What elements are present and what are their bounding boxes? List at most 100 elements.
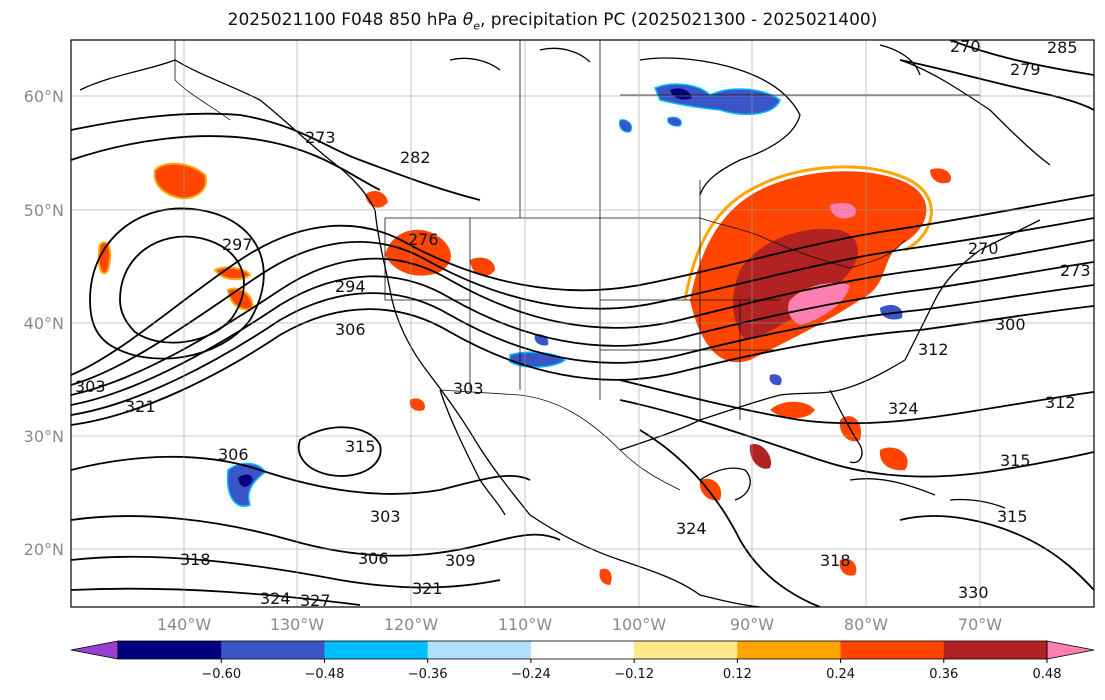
contour-label: 306 (358, 549, 389, 568)
contour-ne (899, 59, 1094, 111)
precip-east-1 (930, 168, 951, 184)
contour-gulf-3 (639, 429, 821, 607)
precip-pink-core (788, 283, 850, 325)
title-prefix: 2025021100 F048 850 hPa (227, 10, 463, 30)
yucatan (699, 467, 751, 501)
map-frame (70, 39, 1095, 608)
contour-label: 324 (260, 589, 291, 608)
lat-label-60: 60°N (24, 87, 64, 106)
precip-caribbean-3 (599, 568, 612, 585)
contour-6 (71, 194, 1094, 376)
colorbar-segment (530, 641, 635, 659)
colorbar-tick-label: 0.24 (826, 667, 855, 682)
contour-pacific-loop-2 (119, 235, 245, 344)
lat-label-30: 30°N (24, 427, 64, 446)
cuba (849, 478, 936, 496)
us-canada-border (385, 217, 906, 269)
precip-negative-small-2 (667, 116, 682, 127)
contour-label: 273 (1060, 261, 1091, 280)
contour-label: 270 (968, 239, 999, 258)
contour-caribbean (899, 515, 1094, 591)
hudson-bay (639, 57, 801, 196)
lon-label-110: 110°W (498, 615, 553, 634)
lat-label-50: 50°N (24, 201, 64, 220)
contour-label: 297 (222, 235, 253, 254)
lon-label-120: 120°W (384, 615, 439, 634)
contour-label: 276 (408, 230, 439, 249)
colorbar-tick-label: 0.36 (929, 667, 958, 682)
us-west-coast (374, 209, 531, 516)
contour-north-1 (71, 112, 481, 201)
contour-labels: 285 270 279 273 282 276 297 294 306 303 … (75, 37, 1091, 610)
contour-south-1 (71, 455, 531, 495)
colorbar-tick-label: 0.48 (1033, 667, 1062, 682)
precip-nw-pacific (153, 162, 207, 200)
precip-negative-gulf (769, 374, 782, 386)
precip-caribbean-4 (839, 558, 857, 576)
colorbar-segment (324, 641, 429, 659)
latitude-labels: 60°N 50°N 40°N 30°N 20°N (24, 87, 64, 559)
mexico-border (439, 389, 681, 491)
mexico-coast (529, 514, 761, 607)
lat-label-20: 20°N (24, 540, 64, 559)
contour-label: 306 (218, 445, 249, 464)
contour-gulf-2 (619, 399, 1094, 478)
colorbar-arrow-low (70, 640, 119, 660)
contour-label: 324 (888, 399, 919, 418)
contour-label: 309 (445, 551, 476, 570)
title-symbol: θ (462, 10, 474, 30)
contour-label: 294 (335, 277, 366, 296)
contour-label: 315 (345, 437, 376, 456)
title-subscript: e (473, 19, 480, 33)
contour-label: 315 (997, 507, 1028, 526)
contour-3 (71, 284, 1094, 416)
longitude-labels: 140°W 130°W 120°W 110°W 100°W 90°W 80°W … (157, 615, 1002, 634)
precip-caribbean-1 (879, 447, 908, 471)
precip-negative-hudson-core (670, 88, 692, 100)
contour-label: 315 (1000, 451, 1031, 470)
contour-1 (71, 239, 1094, 396)
contour-ne-2 (949, 40, 1094, 76)
colorbar-tick-label: −0.48 (305, 667, 345, 682)
colorbar-tick-label: −0.60 (201, 667, 241, 682)
contour-label: 270 (950, 37, 981, 56)
precip-negative-pacific-core (238, 474, 253, 487)
lon-label-100: 100°W (612, 615, 667, 634)
precip-negative-east (880, 305, 903, 320)
contour-label: 327 (300, 591, 331, 610)
precip-baja (409, 398, 425, 411)
contour-4 (71, 305, 1094, 426)
contour-pacific-loop (89, 207, 265, 360)
contour-label: 285 (1047, 38, 1078, 57)
contour-306-loop (297, 426, 382, 477)
contour-label: 303 (370, 507, 401, 526)
contour-label: 330 (958, 583, 989, 602)
contour-label: 282 (400, 148, 431, 167)
lon-label-130: 130°W (270, 615, 325, 634)
contour-label: 324 (676, 519, 707, 538)
colorbar-outline (117, 640, 1048, 660)
theta-e-contours (71, 40, 1094, 607)
colorbar-arrow-high (1046, 640, 1095, 660)
map-background (71, 40, 1094, 607)
contour-label: 312 (918, 340, 949, 359)
colorbar-tick-label: −0.24 (511, 667, 551, 682)
precip-gulf-1 (770, 401, 815, 419)
colorbar-tick-label: 0.12 (723, 667, 752, 682)
canada-provinces (519, 40, 980, 218)
gulf-coast (619, 359, 906, 451)
contour-label: 303 (75, 377, 106, 396)
contour-gulf-1 (619, 379, 1094, 425)
contour-south-2 (71, 515, 561, 557)
contour-label: 318 (180, 550, 211, 569)
colorbar-segment (221, 641, 325, 659)
contour-label: 306 (335, 320, 366, 339)
lon-label-70: 70°W (958, 615, 1002, 634)
contour-5 (71, 217, 1094, 386)
contour-label: 300 (995, 315, 1026, 334)
lat-label-40: 40°N (24, 314, 64, 333)
colorbar-segment (840, 641, 945, 659)
contour-label: 321 (412, 579, 443, 598)
precip-gulf-2 (749, 444, 771, 469)
